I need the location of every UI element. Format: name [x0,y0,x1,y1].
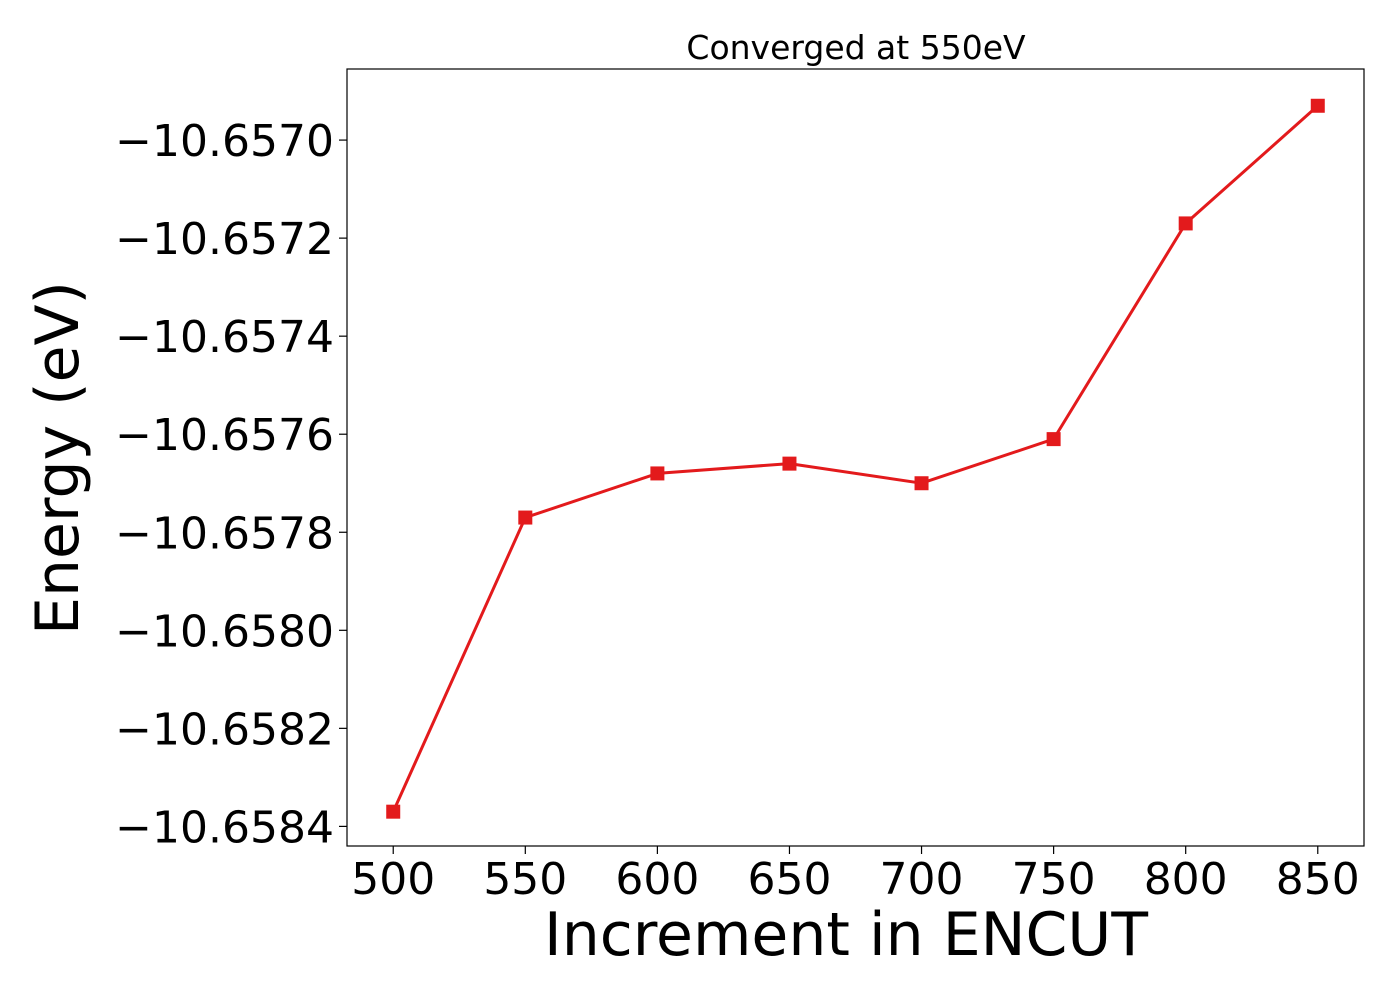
y-axis: −10.6570 −10.6572 −10.6574 −10.6576 −10.6578… [115,116,347,853]
y-tick-label: −10.6570 [115,116,334,167]
data-point-marker [518,510,533,525]
data-point-marker [1046,432,1061,447]
series-line [391,104,1319,813]
x-tick-label: 750 [1012,854,1096,905]
x-tick-label: 650 [747,854,831,905]
y-tick-label: −10.6578 [115,508,334,559]
y-tick-label: −10.6580 [115,606,334,657]
y-tick-label: −10.6576 [115,410,334,461]
data-point-marker [650,466,665,481]
data-point-marker [386,804,401,819]
data-point-marker [1310,98,1325,113]
data-point-marker [914,476,929,491]
x-tick-label: 850 [1276,854,1360,905]
x-tick-label: 600 [615,854,699,905]
data-point-marker [1178,216,1193,231]
x-axis-title: Increment in ENCUT [544,900,1148,970]
y-axis-title: Energy (eV) [23,281,93,635]
y-tick-label: −10.6582 [115,704,334,755]
x-tick-label: 700 [880,854,964,905]
y-tick-label: −10.6584 [115,802,334,853]
y-tick-label: −10.6572 [115,214,334,265]
x-axis: 500 550 600 650 700 750 800 850 [351,846,1360,905]
x-tick-label: 550 [483,854,567,905]
series-layer [386,98,1325,819]
y-tick-label: −10.6574 [115,312,334,363]
plot-frame [346,68,1365,847]
x-tick-label: 800 [1144,854,1228,905]
x-tick-label: 500 [351,854,435,905]
data-point-marker [782,456,797,471]
chart-title: Converged at 550eV [686,28,1026,67]
